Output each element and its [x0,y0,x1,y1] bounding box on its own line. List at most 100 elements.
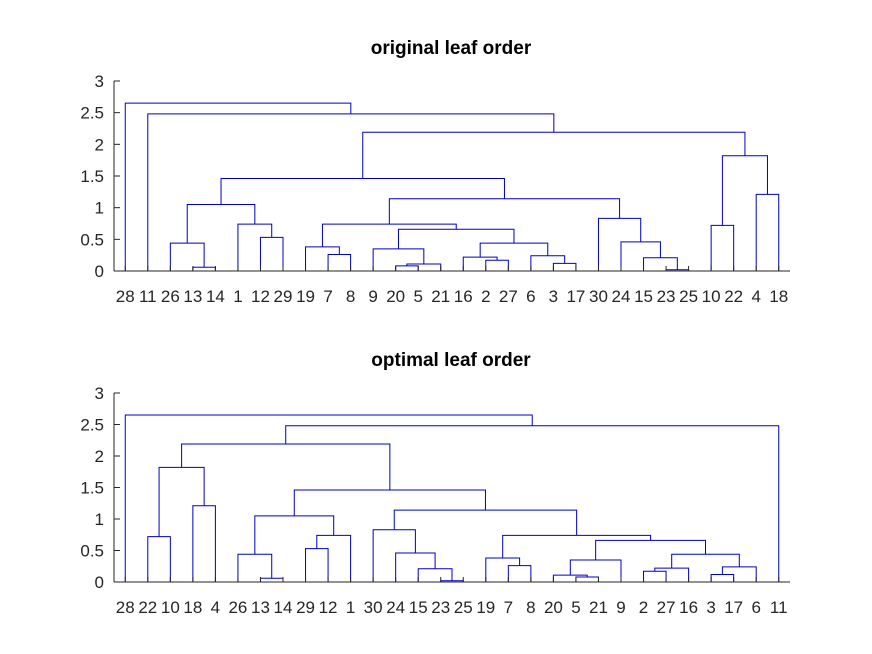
leaf-label: 5 [571,598,580,617]
dendrogram-link [305,246,340,271]
leaf-label: 15 [634,287,653,306]
dendrogram-link [327,254,352,271]
leaf-label: 22 [724,287,743,306]
leaf-label: 18 [769,287,788,306]
dendrogram-link [721,155,768,226]
leaf-label: 17 [566,287,585,306]
dendrogram-link [485,259,509,271]
leaf-label: 27 [499,287,518,306]
leaf-label: 24 [612,287,631,306]
leaf-label: 9 [616,598,625,617]
dendrogram-link [485,557,521,582]
leaf-label: 28 [116,598,135,617]
y-tick-label: 2 [95,135,104,154]
leaf-label: 27 [657,598,676,617]
leaf-label: 29 [274,287,293,306]
leaf-label: 20 [544,598,563,617]
leaf-label: 18 [183,598,202,617]
dendrogram-link [643,257,678,271]
dendrogram-link [462,256,498,271]
dendrogram-link [147,536,171,582]
y-tick-label: 2.5 [80,104,104,123]
leaf-label: 10 [702,287,721,306]
leaf-label: 23 [657,287,676,306]
dendrogram-link [237,223,273,271]
dendrogram-original: original leaf order 00.511.522.53 28 11 26… [80,38,790,306]
leaf-label: 16 [454,287,473,306]
dendrogram-link [259,236,284,271]
y-tick-label: 1.5 [80,479,104,498]
leaf-label: 6 [751,598,760,617]
leaf-label: 7 [323,287,332,306]
leaf-label: 1 [233,287,242,306]
dendrogram-link [397,228,515,249]
dendrogram-link [502,534,652,559]
leaf-label: 14 [206,287,225,306]
y-tick-label: 3 [95,72,104,91]
leaf-label: 11 [770,598,788,617]
leaf-label: 21 [431,287,450,306]
dendrogram-link [220,178,505,205]
dendrogram-link [124,414,533,582]
leaf-label: 12 [319,598,338,617]
dendrogram-link [259,577,284,582]
dendrogram-optimal: optimal leaf order 00.511.522.53 28 22 10 1… [80,350,790,617]
leaf-label: 5 [413,287,422,306]
leaf-label: 30 [364,598,383,617]
dendrogram-link [395,265,419,271]
y-tick-label: 0.5 [80,542,104,561]
leaf-label: 7 [504,598,513,617]
y-tick-label: 1 [95,510,104,529]
leaf-label: 12 [251,287,270,306]
dendrogram-link [285,425,780,582]
dendrogram-link [305,548,329,582]
dendrogram-link [395,552,436,582]
leaf-label: 6 [526,287,535,306]
dendrogram-link [595,539,706,560]
dendrogram-link [643,570,667,582]
leaf-label: 15 [409,598,428,617]
dendrogram-link [671,553,740,569]
leaf-label: 20 [386,287,405,306]
leaf-label: 19 [476,598,495,617]
leaf-label: 3 [549,287,558,306]
dendrogram-link [393,509,578,536]
dendrogram-link [569,559,622,582]
dendrogram-link [479,242,549,258]
leaf-label: 13 [183,287,202,306]
leaf-label: 2 [639,598,648,617]
dendrogram-link [552,262,577,271]
y-tick-label: 2 [95,447,104,466]
dendrogram-link [552,574,588,582]
leaf-label: 8 [346,287,355,306]
leaf-label: 30 [589,287,608,306]
dendrogram-link [710,224,735,271]
leaf-label: 13 [251,598,270,617]
dendrogram-link [597,217,642,271]
dendrogram-link [417,568,453,582]
leaf-label: 3 [706,598,715,617]
dendrogram-link [755,193,780,271]
y-tick-label: 0.5 [80,230,104,249]
dendrogram-link [158,466,205,537]
leaf-label: 9 [368,287,377,306]
dendrogram-link [316,534,352,582]
leaf-label: 11 [139,287,157,306]
leaf-label: 2 [481,287,490,306]
leaf-label: 25 [454,598,473,617]
leaf-label: 8 [526,598,535,617]
leaf-label: 10 [161,598,180,617]
y-tick-label: 0 [95,573,104,592]
leaf-label: 4 [211,598,220,617]
dendrogram-link [321,223,457,247]
y-tick-label: 0 [95,262,104,281]
y-tick-label: 3 [95,384,104,403]
dendrogram-link [192,266,216,271]
dendrogram-link [124,102,352,271]
dendrogram-link [372,248,425,271]
dendrogram-link [654,567,690,582]
leaf-label: 23 [431,598,450,617]
leaf-label: 29 [296,598,315,617]
chart-title: original leaf order [371,38,532,59]
